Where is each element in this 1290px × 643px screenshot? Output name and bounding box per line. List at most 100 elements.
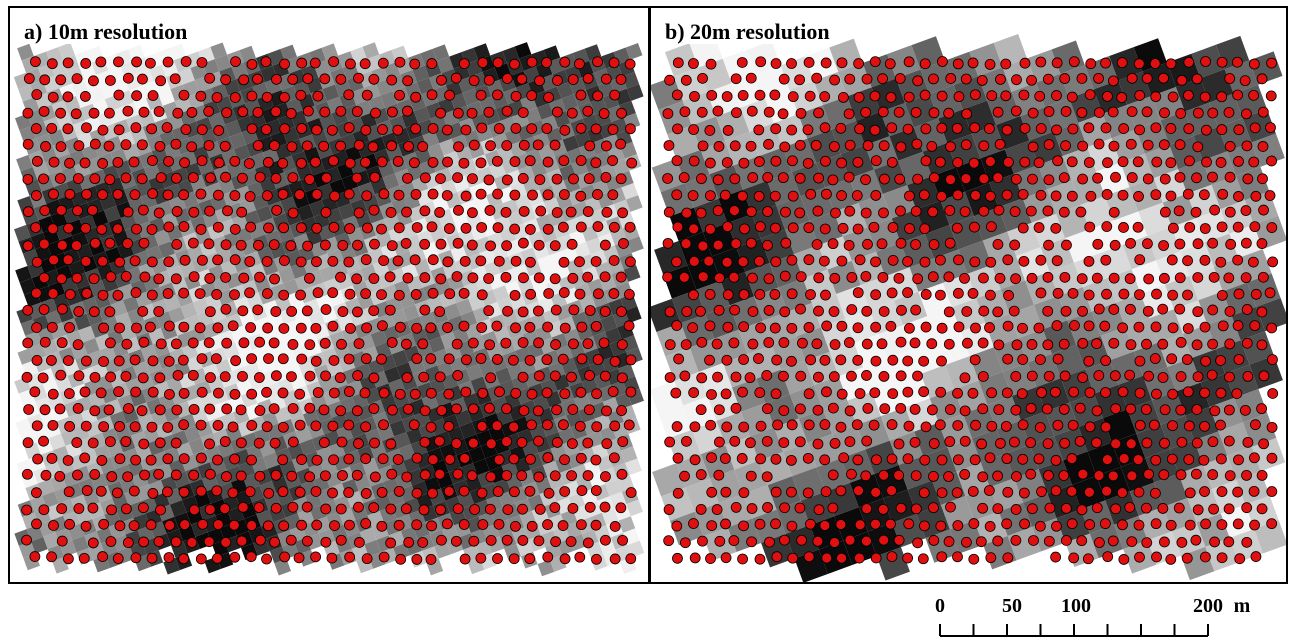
sample-point: [1118, 123, 1130, 134]
sample-point: [764, 536, 775, 548]
raster-cell: [1216, 340, 1250, 374]
raster-cell: [1054, 427, 1088, 461]
sample-point: [334, 372, 346, 384]
sample-point: [967, 288, 979, 299]
sample-point: [584, 501, 596, 513]
sample-point: [368, 204, 380, 216]
sample-point: [1042, 271, 1054, 283]
sample-point: [936, 355, 947, 367]
sample-point: [625, 256, 636, 268]
sample-point: [1233, 454, 1244, 466]
sample-point: [97, 551, 109, 562]
sample-point: [599, 370, 611, 382]
sample-point: [706, 520, 718, 532]
sample-point: [385, 438, 397, 450]
sample-point: [608, 255, 620, 266]
sample-point: [803, 222, 815, 234]
sample-point: [959, 435, 971, 447]
sample-point: [1028, 535, 1039, 546]
sample-point: [1074, 435, 1086, 447]
sample-point: [1051, 124, 1062, 136]
sample-point: [329, 520, 340, 532]
sample-point: [1250, 419, 1261, 431]
sample-point: [1066, 156, 1078, 168]
sample-point: [737, 553, 748, 565]
sample-point: [1159, 536, 1170, 548]
sample-point: [729, 140, 741, 152]
sample-point: [599, 306, 611, 317]
sample-point: [1159, 173, 1171, 185]
sample-point: [943, 338, 955, 350]
sample-point: [576, 321, 588, 333]
sample-point: [1085, 58, 1097, 70]
sample-point: [451, 338, 463, 350]
sample-point: [795, 107, 807, 119]
raster-cell: [1149, 309, 1183, 343]
sample-point: [1159, 437, 1170, 449]
raster-cell: [969, 42, 1003, 77]
sample-point: [97, 289, 109, 301]
sample-point: [204, 438, 215, 450]
sample-point: [1109, 239, 1121, 251]
sample-point: [1126, 172, 1138, 183]
sample-point: [1158, 272, 1170, 284]
sample-point: [763, 273, 775, 285]
sample-point: [616, 339, 628, 351]
sample-point: [235, 470, 247, 482]
sample-point: [269, 536, 281, 548]
sample-point: [967, 57, 979, 69]
sample-point: [468, 403, 479, 415]
scale-unit-label: m: [1234, 595, 1251, 617]
sample-point: [411, 452, 423, 464]
sample-point: [678, 272, 690, 283]
sample-point: [1100, 122, 1112, 134]
raster-cell: [798, 409, 833, 443]
sample-point: [813, 371, 824, 383]
sample-point: [418, 504, 430, 516]
sample-point: [615, 173, 627, 185]
sample-point: [246, 353, 258, 365]
raster-cell: [468, 446, 486, 464]
sample-point: [235, 404, 247, 416]
sample-point: [1051, 255, 1063, 267]
sample-point: [394, 321, 406, 333]
sample-point: [1043, 174, 1055, 186]
sample-point: [1118, 288, 1130, 300]
sample-point: [574, 58, 585, 70]
sample-point: [393, 289, 405, 301]
sample-point: [794, 74, 805, 86]
sample-point: [846, 304, 858, 315]
raster-cell: [624, 306, 642, 323]
sample-point: [688, 124, 700, 135]
sample-point: [1117, 322, 1129, 334]
raster-cell: [413, 106, 431, 124]
sample-point: [277, 421, 289, 433]
scale-label-0: 0: [935, 595, 945, 617]
sample-point: [1093, 370, 1105, 381]
sample-point: [38, 435, 49, 447]
sample-point: [154, 372, 166, 384]
raster-cell: [239, 45, 256, 63]
sample-point: [911, 138, 923, 150]
sample-point: [1233, 354, 1245, 365]
sample-point: [935, 520, 947, 532]
sample-point: [393, 485, 405, 497]
sample-point: [254, 171, 266, 183]
sample-point: [131, 90, 143, 102]
sample-point: [1232, 221, 1244, 233]
sample-point: [311, 454, 323, 466]
sample-point: [1000, 90, 1012, 102]
sample-point: [411, 519, 423, 531]
sample-point: [38, 504, 50, 516]
raster-cell: [229, 132, 247, 150]
sample-point: [112, 156, 124, 168]
sample-point: [919, 256, 931, 268]
sample-point: [425, 353, 437, 365]
sample-point: [392, 454, 404, 465]
sample-point: [419, 304, 431, 316]
sample-point: [195, 188, 207, 200]
sample-point: [1199, 420, 1210, 432]
sample-point: [88, 273, 100, 285]
sample-point: [697, 271, 709, 283]
sample-point: [1158, 469, 1170, 481]
